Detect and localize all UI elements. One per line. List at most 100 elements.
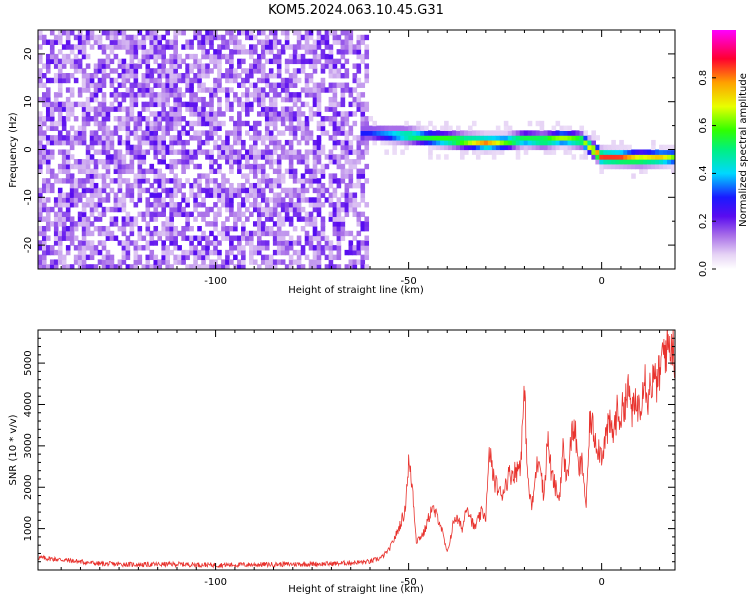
heatmap-cell bbox=[344, 173, 350, 179]
heatmap-cell bbox=[260, 178, 266, 184]
heatmap-cell bbox=[129, 130, 135, 136]
heatmap-cell bbox=[284, 206, 290, 213]
heatmap-cell bbox=[276, 53, 282, 60]
heatmap-cell bbox=[225, 87, 230, 93]
heatmap-cell bbox=[296, 58, 302, 65]
heatmap-cell bbox=[249, 245, 254, 251]
heatmap-cell bbox=[344, 135, 350, 141]
heatmap-cell bbox=[141, 135, 147, 141]
heatmap-cell bbox=[145, 254, 151, 261]
heatmap-cell bbox=[256, 154, 262, 160]
heatmap-cell bbox=[81, 264, 87, 269]
heatmap-cell bbox=[356, 139, 362, 146]
heatmap-cell bbox=[296, 106, 302, 112]
heatmap-cell bbox=[157, 82, 163, 88]
heatmap-cell bbox=[169, 82, 174, 88]
heatmap-cell bbox=[460, 144, 465, 151]
heatmap-cell bbox=[364, 44, 370, 50]
heatmap-cell bbox=[69, 264, 75, 269]
heatmap-cell bbox=[575, 144, 581, 151]
heatmap-cell bbox=[328, 120, 334, 127]
heatmap-cell bbox=[221, 87, 226, 93]
heatmap-cell bbox=[260, 206, 266, 213]
heatmap-cell bbox=[316, 249, 322, 256]
heatmap-cell bbox=[372, 120, 378, 127]
heatmap-cell bbox=[53, 216, 59, 222]
heatmap-cell bbox=[165, 245, 170, 251]
heatmap-cell bbox=[249, 154, 254, 160]
heatmap-cell bbox=[61, 77, 67, 84]
heatmap-cell bbox=[360, 187, 366, 194]
heatmap-cell bbox=[101, 96, 107, 103]
heatmap-cell bbox=[233, 73, 238, 79]
heatmap-cell bbox=[368, 135, 374, 141]
heatmap-cell bbox=[97, 58, 103, 65]
heatmap-cell bbox=[233, 216, 238, 222]
heatmap-cell bbox=[475, 139, 481, 146]
heatmap-cell bbox=[360, 130, 366, 136]
heatmap-cell bbox=[169, 77, 174, 84]
heatmap-cell bbox=[53, 58, 59, 65]
heatmap-cell bbox=[300, 125, 306, 131]
heatmap-cell bbox=[320, 225, 326, 232]
heatmap-cell bbox=[567, 149, 573, 155]
heatmap-cell bbox=[599, 159, 604, 165]
heatmap-cell bbox=[133, 264, 139, 269]
heatmap-cell bbox=[153, 211, 159, 218]
heatmap-cell bbox=[233, 221, 238, 227]
heatmap-cell bbox=[296, 149, 302, 155]
heatmap-cell bbox=[340, 178, 346, 184]
heatmap-cell bbox=[89, 73, 95, 79]
heatmap-cell bbox=[308, 202, 314, 208]
heatmap-cell bbox=[177, 178, 182, 184]
heatmap-cell bbox=[555, 120, 561, 127]
heatmap-cell bbox=[213, 58, 218, 65]
heatmap-cell bbox=[38, 53, 43, 60]
heatmap-cell bbox=[316, 144, 322, 151]
heatmap-cell bbox=[284, 125, 290, 131]
heatmap-cell bbox=[105, 111, 111, 117]
heatmap-cell bbox=[205, 53, 210, 60]
heatmap-cell bbox=[463, 130, 469, 136]
heatmap-cell bbox=[89, 77, 95, 84]
heatmap-cell bbox=[61, 149, 67, 155]
heatmap-cell bbox=[49, 149, 55, 155]
heatmap-cell bbox=[272, 221, 278, 227]
heatmap-cell bbox=[340, 49, 346, 55]
heatmap-cell bbox=[45, 39, 51, 45]
heatmap-cell bbox=[233, 139, 238, 146]
heatmap-cell bbox=[308, 178, 314, 184]
heatmap-cell bbox=[324, 240, 330, 246]
heatmap-cell bbox=[276, 202, 282, 208]
heatmap-cell bbox=[69, 87, 75, 93]
heatmap-cell bbox=[185, 106, 190, 112]
heatmap-cell bbox=[320, 168, 326, 174]
heatmap-cell bbox=[571, 135, 577, 141]
heatmap-cell bbox=[296, 120, 302, 127]
heatmap-cell bbox=[344, 120, 350, 127]
heatmap-cell bbox=[483, 130, 489, 136]
heatmap-cell bbox=[260, 168, 266, 174]
heatmap-cell bbox=[272, 139, 278, 146]
heatmap-cell bbox=[607, 163, 612, 170]
heatmap-cell bbox=[507, 130, 513, 136]
heatmap-cell bbox=[205, 130, 210, 136]
heatmap-cell bbox=[460, 154, 465, 160]
heatmap-cell bbox=[125, 187, 131, 194]
heatmap-cell bbox=[312, 96, 318, 103]
heatmap-cell bbox=[643, 163, 648, 170]
heatmap-cell bbox=[217, 264, 222, 269]
heatmap-cell bbox=[336, 82, 342, 88]
heatmap-cell bbox=[308, 216, 314, 222]
heatmap-cell bbox=[185, 39, 190, 45]
heatmap-cell bbox=[117, 159, 123, 165]
heatmap-cell bbox=[189, 87, 194, 93]
heatmap-cell bbox=[237, 249, 242, 256]
heatmap-cell bbox=[467, 139, 473, 146]
heatmap-cell bbox=[77, 87, 83, 93]
heatmap-cell bbox=[292, 168, 298, 174]
heatmap-cell bbox=[169, 39, 174, 45]
heatmap-cell bbox=[225, 101, 230, 108]
heatmap-cell bbox=[197, 211, 202, 218]
